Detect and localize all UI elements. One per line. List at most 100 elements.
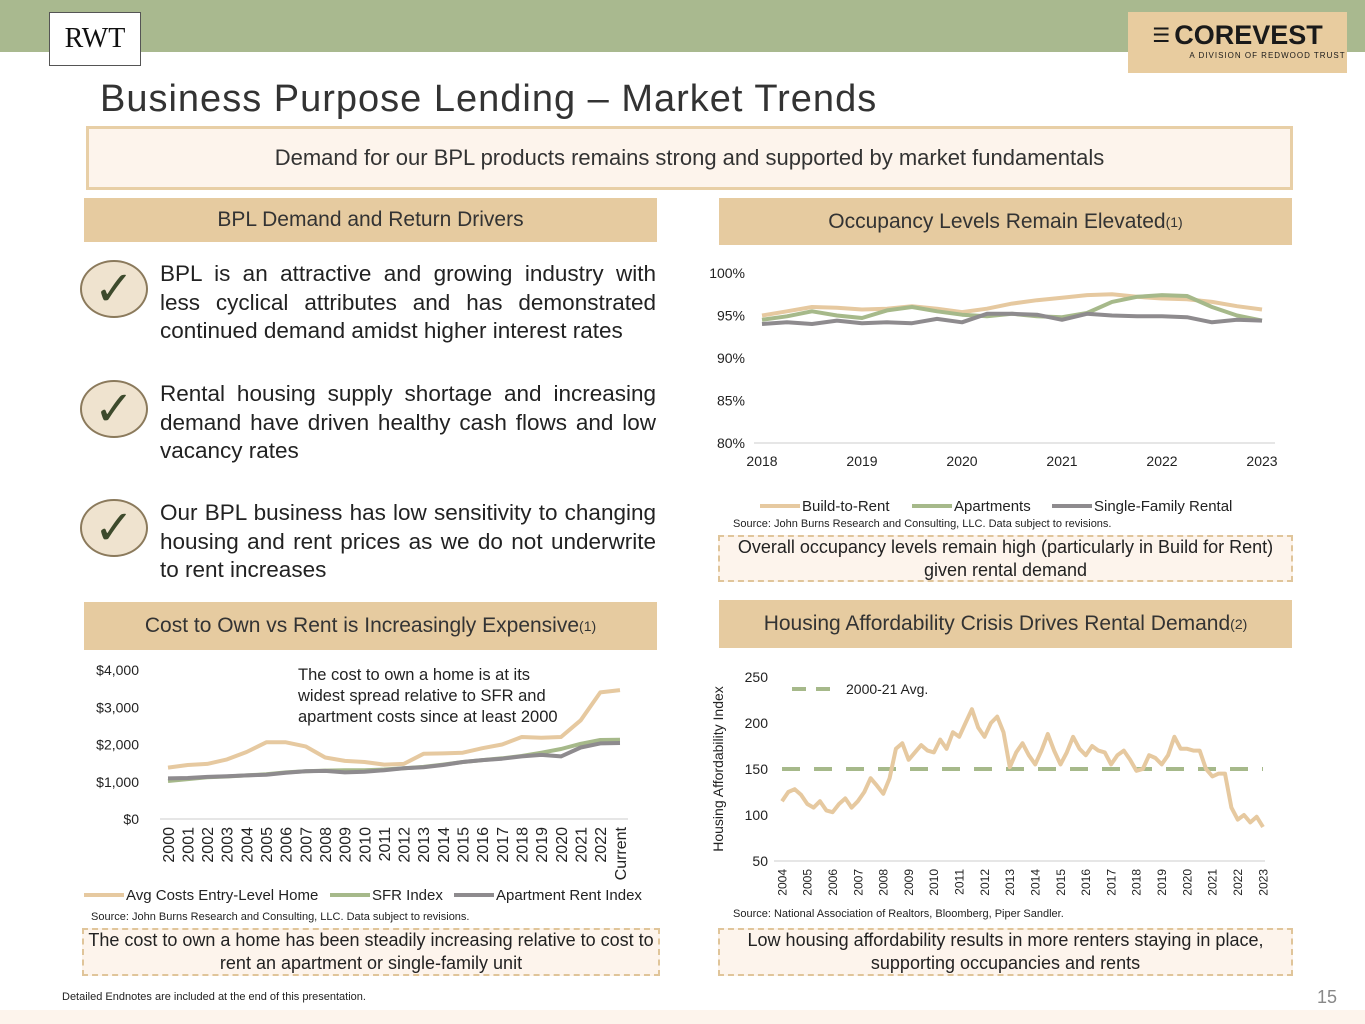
occ-x-tick: 2022 <box>1146 453 1177 469</box>
bullet-3: ✓ Our BPL business has low sensitivity to… <box>80 499 660 585</box>
aff-y-tick: 50 <box>752 853 768 869</box>
cost-x-tick: 2012 <box>397 827 414 863</box>
bullet-2: ✓ Rental housing supply shortage and incr… <box>80 380 660 466</box>
occ-series-build-to-rent <box>761 292 1263 318</box>
occ-series-single-family-rental <box>761 311 1263 326</box>
occ-legend-label: Single-Family Rental <box>1094 498 1232 515</box>
aff-y-tick: 200 <box>745 715 769 731</box>
cost-x-tick: 2018 <box>514 827 531 863</box>
affordability-callout: Low housing affordability results in mor… <box>718 928 1293 976</box>
affordability-source: Source: National Association of Realtors… <box>733 908 1064 920</box>
aff-y-tick: 250 <box>745 669 769 685</box>
occ-x-tick: 2021 <box>1046 453 1077 469</box>
occ-y-tick: 90% <box>717 350 745 366</box>
cost-legend-label: Avg Costs Entry-Level Home <box>126 887 318 904</box>
occ-y-tick: 80% <box>717 435 745 451</box>
cost-y-tick: $3,000 <box>96 699 139 715</box>
cost-x-tick: 2004 <box>239 827 256 863</box>
cost-x-tick: 2003 <box>220 827 237 863</box>
cost-x-tick: 2008 <box>318 827 335 863</box>
cost-x-tick: 2015 <box>456 827 473 863</box>
aff-x-tick: 2017 <box>1104 869 1118 896</box>
summary-banner: Demand for our BPL products remains stro… <box>86 126 1293 190</box>
checkmark-icon: ✓ <box>80 380 148 438</box>
aff-y-tick: 100 <box>745 807 769 823</box>
occ-x-tick: 2023 <box>1246 453 1277 469</box>
cost-callout: The cost to own a home has been steadily… <box>82 928 660 976</box>
cost-series-avg-costs-entry-level-home <box>167 688 621 770</box>
cost-x-tick: 2022 <box>593 827 610 863</box>
aff-x-tick: 2011 <box>953 869 967 895</box>
aff-x-tick: 2005 <box>801 869 815 896</box>
occ-legend-label: Apartments <box>954 498 1031 515</box>
cost-x-tick: Current <box>613 826 630 880</box>
occ-y-tick: 85% <box>717 393 745 409</box>
cost-y-tick: $0 <box>123 811 139 827</box>
cost-x-tick: 2007 <box>298 827 315 863</box>
aff-x-tick: 2006 <box>826 869 840 896</box>
cost-x-tick: 2011 <box>377 827 394 862</box>
occ-y-tick: 95% <box>717 308 745 324</box>
cost-y-tick: $2,000 <box>96 737 139 753</box>
aff-x-tick: 2013 <box>1003 869 1017 896</box>
occ-x-tick: 2018 <box>746 453 777 469</box>
occ-x-tick: 2020 <box>946 453 977 469</box>
cost-x-tick: 2010 <box>357 827 374 863</box>
page-number: 15 <box>1317 987 1338 1007</box>
aff-x-tick: 2023 <box>1256 869 1270 896</box>
checkmark-icon: ✓ <box>80 260 148 318</box>
cost-legend-label: Apartment Rent Index <box>496 887 642 904</box>
corevest-logo: ☰ COREVEST A DIVISION OF REDWOOD TRUST <box>1128 12 1347 73</box>
endnotes-note: Detailed Endnotes are included at the en… <box>62 991 366 1003</box>
footer-band <box>0 1010 1365 1024</box>
aff-x-tick: 2007 <box>851 869 865 896</box>
aff-y-label: Housing Affordability Index <box>710 686 726 852</box>
occupancy-source: Source: John Burns Research and Consulti… <box>733 518 1112 530</box>
aff-x-tick: 2015 <box>1054 869 1068 896</box>
aff-x-tick: 2019 <box>1155 869 1169 896</box>
cost-x-tick: 2005 <box>259 827 276 863</box>
occ-y-tick: 100% <box>709 265 745 281</box>
aff-x-tick: 2022 <box>1231 869 1245 896</box>
occ-legend-label: Build-to-Rent <box>802 498 890 515</box>
cost-x-tick: 2020 <box>554 827 571 863</box>
cost-y-tick: $4,000 <box>96 662 139 678</box>
cost-annotation: The cost to own a home is at its widest … <box>298 666 558 726</box>
aff-x-tick: 2009 <box>902 869 916 896</box>
page-title: Business Purpose Lending – Market Trends <box>100 78 878 120</box>
checkmark-icon: ✓ <box>80 499 148 557</box>
cost-x-tick: 2006 <box>279 827 296 863</box>
bricks-icon: ☰ <box>1152 25 1171 47</box>
cost-x-tick: 2002 <box>200 827 217 863</box>
drivers-header: BPL Demand and Return Drivers <box>84 198 657 242</box>
aff-x-tick: 2020 <box>1180 869 1194 896</box>
cost-x-tick: 2014 <box>436 827 453 863</box>
occupancy-header: Occupancy Levels Remain Elevated (1) <box>719 198 1292 245</box>
affordability-header: Housing Affordability Crisis Drives Rent… <box>719 600 1292 648</box>
cost-x-tick: 2017 <box>495 827 512 863</box>
cost-x-tick: 2009 <box>338 827 355 863</box>
aff-x-tick: 2012 <box>978 869 992 896</box>
occupancy-callout: Overall occupancy levels remain high (pa… <box>718 535 1293 582</box>
aff-x-tick: 2021 <box>1206 869 1220 896</box>
bullet-1: ✓ BPL is an attractive and growing indust… <box>80 260 660 346</box>
rwt-logo: RWT <box>49 12 141 66</box>
aff-x-tick: 2004 <box>775 869 789 896</box>
cost-x-tick: 2021 <box>573 827 590 863</box>
occ-x-tick: 2019 <box>846 453 877 469</box>
cost-x-tick: 2001 <box>180 827 197 863</box>
cost-legend-label: SFR Index <box>372 887 443 904</box>
cost-source: Source: John Burns Research and Consulti… <box>91 911 470 923</box>
cost-header: Cost to Own vs Rent is Increasingly Expe… <box>84 602 657 650</box>
cost-x-tick: 2013 <box>416 827 433 863</box>
aff-x-tick: 2008 <box>877 869 891 896</box>
aff-x-tick: 2014 <box>1028 869 1042 896</box>
aff-x-tick: 2016 <box>1079 869 1093 896</box>
aff-series-housing-affordability-index <box>780 707 1265 829</box>
aff-y-tick: 150 <box>745 761 769 777</box>
aff-x-tick: 2018 <box>1130 869 1144 896</box>
cost-series-apartment-rent-index <box>167 741 621 781</box>
cost-y-tick: $1,000 <box>96 774 139 790</box>
cost-x-tick: 2000 <box>161 827 178 863</box>
